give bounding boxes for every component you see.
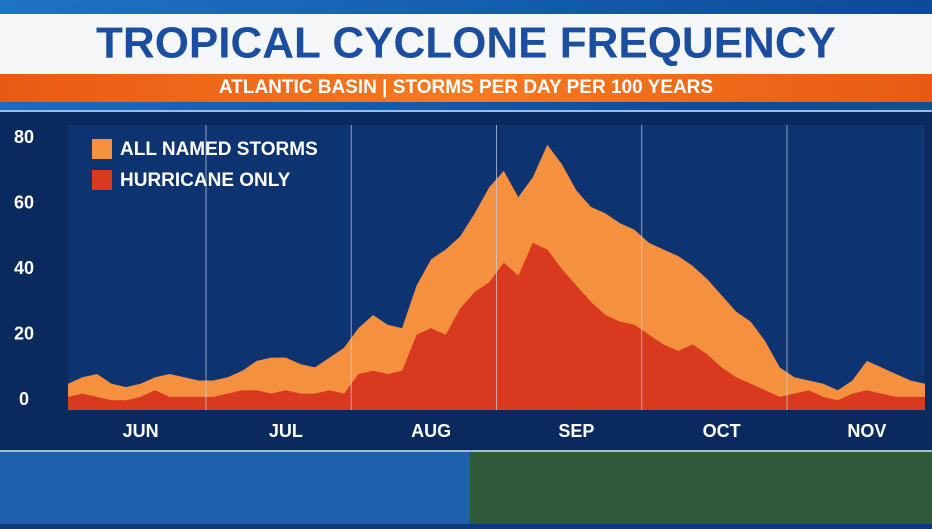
x-tick-label: SEP xyxy=(558,421,594,441)
title-bar xyxy=(0,14,932,74)
x-tick-label: NOV xyxy=(847,421,886,441)
subtitle-bar xyxy=(0,74,932,102)
chart-title: TROPICAL CYCLONE FREQUENCY xyxy=(96,19,836,68)
y-tick-label: 0 xyxy=(19,389,29,409)
legend-swatch xyxy=(92,139,112,159)
x-tick-label: AUG xyxy=(411,421,451,441)
y-tick-label: 40 xyxy=(14,258,34,278)
foliage xyxy=(470,452,932,524)
y-tick-label: 60 xyxy=(14,192,34,212)
chart-subtitle: ATLANTIC BASIN | STORMS PER DAY PER 100 … xyxy=(219,77,713,98)
legend-swatch xyxy=(92,170,112,190)
legend-label: ALL NAMED STORMS xyxy=(120,139,318,160)
legend-label: HURRICANE ONLY xyxy=(120,170,291,191)
y-tick-label: 20 xyxy=(14,323,34,343)
x-tick-label: JUL xyxy=(269,421,303,441)
x-tick-label: OCT xyxy=(703,421,741,441)
x-tick-label: JUN xyxy=(123,421,159,441)
y-tick-label: 80 xyxy=(14,127,34,147)
